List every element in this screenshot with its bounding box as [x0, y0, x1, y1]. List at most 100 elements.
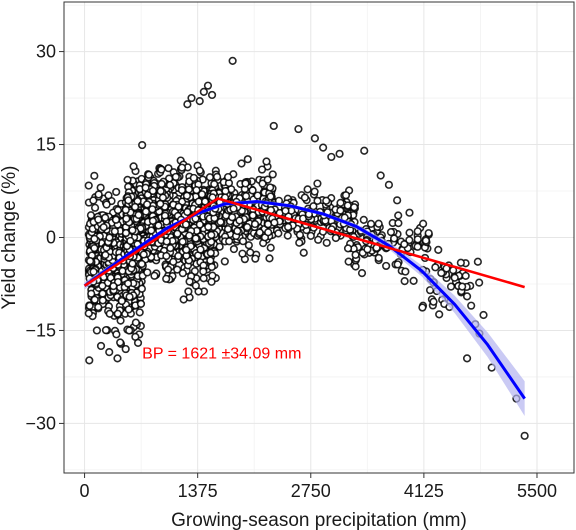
data-point — [235, 216, 244, 225]
breakpoint-annotation: BP = 1621 ±34.09 mm — [142, 345, 301, 362]
data-point — [393, 196, 402, 205]
data-point — [90, 203, 100, 212]
data-point — [241, 192, 251, 201]
data-point — [96, 341, 106, 351]
data-point — [134, 210, 143, 220]
data-point — [228, 56, 237, 65]
data-point — [144, 170, 154, 179]
data-point — [205, 173, 214, 182]
data-point — [164, 164, 173, 173]
data-point — [257, 165, 267, 174]
data-point — [136, 299, 146, 308]
data-point — [283, 222, 293, 232]
data-point — [207, 262, 216, 272]
x-tick-label: 5500 — [517, 481, 557, 501]
data-point — [314, 235, 323, 244]
data-point — [400, 276, 409, 286]
data-point — [191, 281, 200, 290]
data-point — [258, 179, 267, 188]
data-point — [384, 180, 394, 189]
data-point — [335, 149, 344, 158]
data-point — [135, 308, 144, 317]
data-point — [192, 185, 201, 195]
data-point — [223, 225, 233, 234]
data-point — [89, 196, 98, 205]
data-point — [141, 183, 150, 192]
data-point — [394, 219, 403, 228]
data-point — [101, 250, 110, 260]
data-point — [94, 190, 103, 199]
data-point — [295, 238, 304, 247]
data-point — [281, 206, 290, 215]
data-point — [156, 199, 165, 208]
data-point — [189, 173, 198, 183]
data-point — [450, 273, 459, 282]
data-point — [446, 282, 456, 291]
data-point — [413, 235, 422, 244]
data-point — [237, 159, 246, 168]
data-point — [89, 267, 98, 276]
data-point — [131, 318, 140, 327]
data-point — [85, 301, 94, 310]
data-point — [462, 354, 472, 363]
data-point — [121, 344, 130, 354]
data-point — [113, 354, 122, 363]
data-point — [263, 175, 272, 184]
data-point — [520, 431, 529, 440]
data-point — [336, 206, 345, 215]
data-point — [177, 185, 187, 195]
data-point — [187, 93, 196, 103]
data-point — [84, 181, 93, 190]
data-point — [300, 193, 309, 202]
data-point — [357, 269, 367, 278]
data-point — [216, 217, 225, 227]
data-point — [139, 250, 148, 259]
data-point — [425, 286, 435, 295]
data-point — [157, 165, 166, 174]
data-point — [196, 245, 205, 254]
data-point — [360, 146, 369, 155]
data-point — [266, 243, 275, 252]
data-point — [94, 215, 103, 224]
data-point — [137, 284, 146, 293]
data-point — [248, 211, 257, 220]
y-tick-label: −15 — [25, 320, 56, 340]
data-point — [467, 301, 476, 310]
data-point — [92, 326, 102, 335]
data-point — [350, 203, 359, 212]
data-point — [129, 162, 138, 171]
data-point — [207, 277, 216, 286]
data-point — [90, 171, 99, 180]
y-axis-title: Yield change (%) — [0, 166, 20, 310]
data-point — [96, 183, 105, 192]
data-point — [401, 267, 410, 276]
data-point — [212, 172, 222, 181]
data-point — [274, 229, 283, 238]
data-point — [165, 180, 175, 190]
data-point — [181, 220, 191, 229]
data-point — [179, 295, 188, 304]
data-point — [359, 215, 368, 224]
data-point — [461, 271, 470, 281]
data-point — [87, 289, 96, 298]
data-point — [363, 245, 372, 254]
data-point — [102, 200, 111, 209]
data-point — [243, 155, 252, 164]
data-point — [124, 196, 133, 205]
data-point — [162, 251, 171, 261]
data-point — [86, 211, 96, 220]
data-point — [182, 245, 191, 254]
axis-ticks: 0 1375 2750 4125 5500 −30 −15 0 15 30 — [25, 42, 557, 501]
data-point — [105, 233, 114, 242]
data-point — [431, 263, 440, 272]
data-point — [163, 265, 173, 274]
data-point — [117, 296, 126, 306]
data-point — [374, 219, 383, 228]
data-points — [84, 56, 529, 440]
data-point — [310, 134, 319, 143]
data-point — [90, 234, 99, 244]
data-point — [148, 216, 158, 225]
data-point — [143, 200, 152, 209]
data-point — [199, 274, 208, 283]
data-point — [98, 289, 107, 298]
